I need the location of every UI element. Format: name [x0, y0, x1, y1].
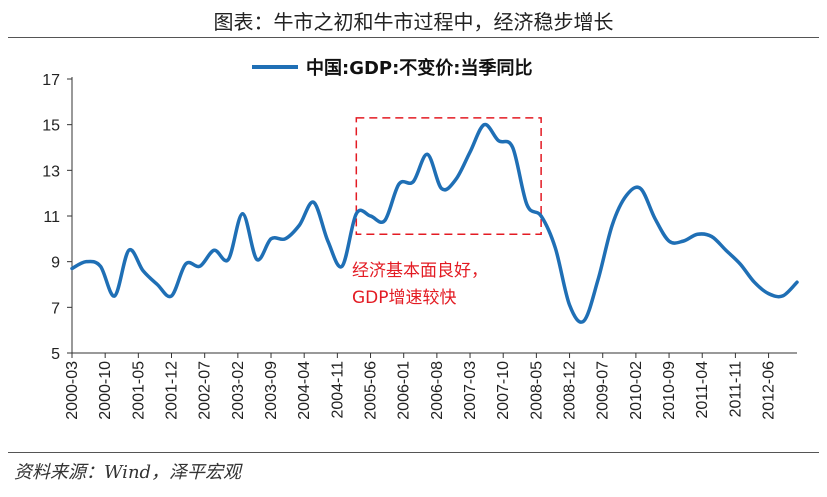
x-tick-label: 2007-10 [495, 361, 512, 420]
annotation: 经济基本面良好， GDP增速较快 [352, 261, 488, 308]
annotation-line-1: 经济基本面良好， [352, 261, 488, 281]
x-tick-label: 2001-12 [164, 361, 181, 420]
gdp-series-line [70, 122, 799, 324]
y-tick-label: 13 [42, 163, 60, 180]
x-tick-label: 2000-03 [64, 361, 81, 420]
x-tick-label: 2011-11 [727, 361, 744, 417]
x-tick-label: 2008-12 [562, 361, 579, 420]
y-axis-ticks: 5 7 9 11 13 15 17 [42, 72, 72, 363]
x-tick-label: 2011-04 [694, 361, 711, 419]
x-tick-label: 2007-03 [462, 361, 479, 420]
x-tick-label: 2012-06 [761, 361, 778, 420]
x-tick-label: 2000-10 [97, 361, 114, 420]
x-tick-label: 2008-05 [528, 361, 545, 420]
x-axis-ticks: 2000-03 2000-10 2001-05 2001-12 2002-07 2003-… [64, 353, 778, 420]
annotation-line-2: GDP增速较快 [352, 288, 457, 308]
x-tick-label: 2001-05 [130, 361, 147, 420]
y-tick-label: 17 [42, 72, 60, 89]
x-tick-label: 2006-08 [429, 361, 446, 420]
y-tick-label: 5 [51, 346, 60, 363]
x-tick-label: 2006-01 [396, 361, 413, 420]
x-tick-label: 2009-07 [595, 361, 612, 420]
x-tick-label: 2010-02 [628, 361, 645, 420]
x-tick-label: 2004-11 [329, 361, 346, 419]
y-tick-label: 7 [51, 300, 60, 317]
legend: 中国:GDP:不变价:当季同比 [252, 57, 533, 79]
y-tick-label: 9 [51, 255, 60, 272]
highlight-box-layer [355, 117, 542, 236]
highlight-box [355, 117, 542, 236]
x-tick-label: 2005-06 [363, 361, 380, 420]
x-tick-label: 2003-02 [230, 361, 247, 420]
series-layer [70, 122, 799, 324]
y-tick-label: 11 [43, 209, 60, 226]
x-tick-label: 2004-04 [296, 361, 313, 420]
page-title: 图表：牛市之初和牛市过程中，经济稳步增长 [213, 10, 614, 34]
x-tick-label: 2010-09 [661, 361, 678, 420]
title-divider [8, 37, 819, 38]
footer-divider [8, 452, 819, 453]
source-note: 资料来源：Wind，泽平宏观 [14, 462, 242, 483]
x-tick-label: 2002-07 [197, 361, 214, 420]
x-tick-label: 2003-09 [263, 361, 280, 420]
legend-label: 中国:GDP:不变价:当季同比 [306, 57, 533, 79]
y-tick-label: 15 [42, 118, 60, 135]
